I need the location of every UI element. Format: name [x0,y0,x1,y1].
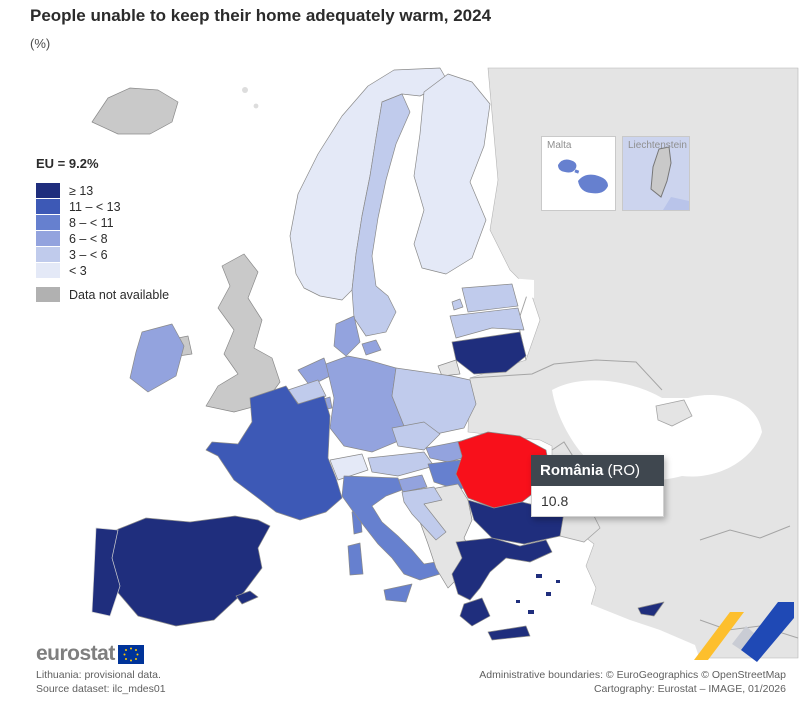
country-france[interactable] [205,385,343,521]
legend-item: 3 – < 6 [36,247,169,262]
legend-swatch [36,231,60,246]
image-ribbon-logo [694,602,794,662]
region-kaliningrad [437,359,461,377]
credit-boundaries: Administrative boundaries: © EuroGeograp… [479,669,786,681]
ribbon-gray [732,626,755,650]
tooltip-header: România (RO) [531,455,664,486]
legend-swatch [36,263,60,278]
country-spain[interactable] [99,515,271,627]
ribbon-yellow [694,612,744,660]
region-crimea [655,399,693,427]
country-poland[interactable] [391,367,477,435]
island-estonia [451,298,464,311]
country-finland[interactable] [413,73,491,275]
island-sardinia [347,542,364,576]
inset-liechtenstein-label: Liechtenstein [628,140,687,151]
legend-item: 6 – < 8 [36,231,169,246]
island-balearics [235,590,259,605]
legend: EU = 9.2% ≥ 13 11 – < 13 8 – < 11 6 – < … [36,156,169,303]
country-cyprus[interactable] [637,601,665,617]
inset-malta[interactable]: Malta [541,136,616,211]
country-tooltip: România (RO) 10.8 [531,455,664,517]
island-crete [487,625,531,641]
legend-label: 6 – < 8 [69,231,108,246]
aegean-islands [516,574,560,614]
legend-item-no-data: Data not available [36,287,169,302]
country-greece[interactable] [451,537,553,601]
eu-average-label: EU = 9.2% [36,156,99,171]
legend-label: < 3 [69,263,87,278]
legend-item: < 3 [36,263,169,278]
legend-label: 8 – < 11 [69,215,114,230]
country-germany[interactable] [325,355,405,453]
island-shetland [253,103,259,109]
country-estonia[interactable] [461,283,519,313]
legend-item: 11 – < 13 [36,199,169,214]
country-iceland[interactable] [91,87,179,135]
legend-swatch [36,199,60,214]
region-peloponnese [459,597,491,627]
country-latvia[interactable] [449,307,525,339]
country-denmark[interactable] [333,315,361,357]
country-switzerland[interactable] [329,453,369,481]
country-uk[interactable] [205,253,281,413]
eurostat-wordmark: eurostat [36,642,115,665]
country-czechia[interactable] [391,421,441,451]
island-gozo [558,159,577,173]
eurostat-logo: eurostat [36,642,144,666]
island-denmark [361,339,382,356]
country-austria[interactable] [367,451,435,477]
footnote-source-dataset: Source dataset: ilc_mdes01 [36,683,166,695]
footnote-provisional: Lithuania: provisional data. [36,669,161,681]
legend-item: ≥ 13 [36,183,169,198]
map-credits: Administrative boundaries: © EuroGeograp… [479,668,786,696]
tooltip-country-name: România [540,462,604,479]
eu-flag-icon [117,644,144,664]
island-sicily [383,583,413,603]
page-title: People unable to keep their home adequat… [30,6,492,25]
tooltip-value: 10.8 [531,486,664,517]
legend-swatch [36,247,60,262]
country-portugal[interactable] [91,527,121,617]
ribbon-blue [741,602,794,662]
country-croatia[interactable] [401,486,447,541]
country-ireland[interactable] [129,323,185,393]
credit-cartography: Cartography: Eurostat – IMAGE, 01/2026 [593,683,786,695]
legend-swatch [36,215,60,230]
island-malta-main [578,174,608,194]
liechtenstein-map [650,146,689,210]
country-liechtenstein [650,146,672,198]
inset-li-river [663,197,689,210]
malta-map [558,159,608,194]
legend-swatch [36,183,60,198]
unit-label: (%) [30,36,51,51]
legend-swatch-no-data [36,287,60,302]
inset-liechtenstein[interactable]: Liechtenstein [622,136,690,211]
legend-item: 8 – < 11 [36,215,169,230]
island-faroe [242,87,248,93]
legend-label-no-data: Data not available [69,287,170,302]
island-comino [574,169,580,174]
legend-label: 3 – < 6 [69,247,108,262]
legend-label: ≥ 13 [69,183,94,198]
footnotes: Lithuania: provisional data. Source data… [36,668,166,696]
inset-malta-label: Malta [547,140,572,151]
legend-label: 11 – < 13 [69,199,121,214]
country-sweden[interactable] [351,93,411,337]
tooltip-country-code: (RO) [603,462,641,479]
